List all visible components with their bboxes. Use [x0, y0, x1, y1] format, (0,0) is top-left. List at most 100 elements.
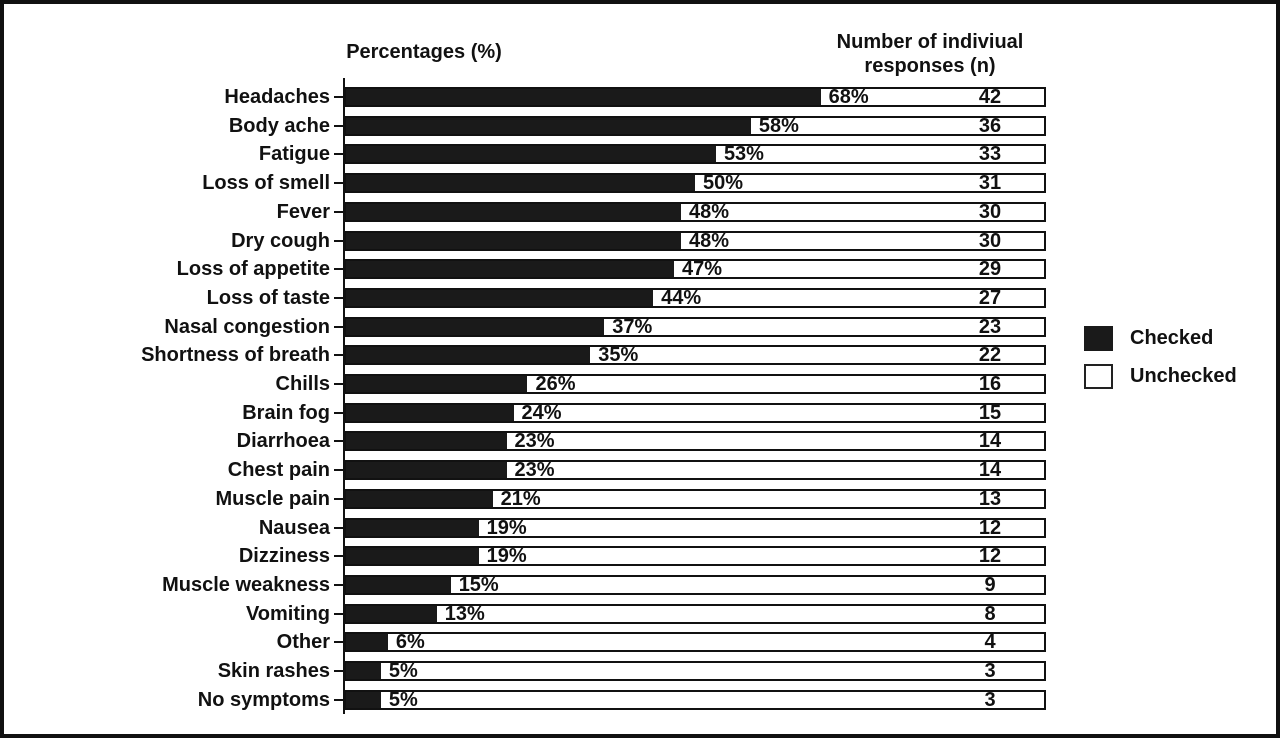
bar-row: Muscle pain 21% 13 [4, 487, 1276, 510]
legend: Checked Unchecked [1084, 326, 1237, 389]
percent-label: 58% [758, 114, 799, 137]
count-label: 12 [978, 545, 1002, 568]
percent-label: 21% [500, 487, 541, 510]
percent-label: 6% [395, 631, 425, 654]
percent-label: 19% [486, 545, 527, 568]
axis-tick [334, 440, 344, 443]
category-label: Shortness of breath [141, 344, 330, 367]
category-axis-line [343, 78, 345, 714]
axis-tick [334, 583, 344, 586]
bar-track-unchecked: 5% 3 [344, 660, 1046, 682]
category-label: Dry cough [231, 229, 330, 252]
axis-tick [334, 96, 344, 98]
bar-fill-checked [346, 462, 507, 479]
bar-fill-checked [346, 404, 514, 421]
bar-track-unchecked: 48% 30 [344, 200, 1046, 223]
bar-row: Loss of taste 44% 27 [4, 286, 1276, 309]
axis-tick [334, 268, 344, 271]
bar-row: Headaches 68% 42 [4, 86, 1276, 108]
category-label: Chills [275, 373, 330, 395]
count-axis-title-line1: Number of indiviual [836, 31, 1024, 53]
bar-track-unchecked: 15% 9 [344, 573, 1046, 596]
bar-row: Fatigue 53% 33 [4, 143, 1276, 166]
bar-track-unchecked: 58% 36 [344, 114, 1046, 137]
bar-row: Chills 26% 16 [4, 373, 1276, 395]
percent-label: 15% [458, 573, 499, 596]
legend-label-checked: Checked [1130, 327, 1214, 349]
bar-fill-checked [346, 89, 821, 105]
axis-tick [334, 296, 344, 299]
checked-swatch-icon [1084, 326, 1113, 351]
count-label: 36 [978, 114, 1002, 137]
bar-fill-checked [346, 203, 682, 220]
count-label: 42 [978, 86, 1002, 108]
bar-row: Loss of smell 50% 31 [4, 172, 1276, 195]
bar-track-unchecked: 19% 12 [344, 545, 1046, 568]
bar-fill-checked [346, 663, 381, 679]
percent-label: 53% [723, 143, 764, 166]
bar-row: Body ache 58% 36 [4, 114, 1276, 137]
percent-label: 19% [486, 516, 527, 539]
percent-label: 26% [535, 373, 576, 395]
count-label: 14 [978, 459, 1002, 482]
bar-fill-checked [346, 691, 381, 708]
legend-item-unchecked: Unchecked [1084, 364, 1237, 389]
percent-label: 23% [514, 430, 555, 453]
bar-track-unchecked: 47% 29 [344, 258, 1046, 281]
axis-tick [334, 210, 344, 213]
axis-tick [334, 670, 344, 672]
category-label: Headaches [224, 86, 330, 108]
bar-row: Loss of appetite 47% 29 [4, 258, 1276, 281]
category-label: Fever [276, 200, 330, 223]
legend-item-checked: Checked [1084, 326, 1237, 351]
bar-row: Shortness of breath 35% 22 [4, 344, 1276, 367]
bar-track-unchecked: 23% 14 [344, 430, 1046, 453]
count-label: 12 [978, 516, 1002, 539]
bar-row: Dizziness 19% 12 [4, 545, 1276, 568]
bar-fill-checked [346, 490, 493, 507]
axis-tick [334, 641, 344, 644]
axis-tick [334, 698, 344, 701]
bar-track-unchecked: 53% 33 [344, 143, 1046, 166]
axis-tick [334, 124, 344, 127]
percent-label: 47% [682, 258, 723, 281]
category-label: Loss of smell [202, 172, 330, 195]
percent-label: 24% [521, 401, 562, 424]
category-label: Loss of appetite [176, 258, 330, 281]
bar-track-unchecked: 21% 13 [344, 487, 1046, 510]
bar-fill-checked [346, 548, 479, 565]
category-label: Skin rashes [217, 660, 330, 682]
bar-track-unchecked: 48% 30 [344, 229, 1046, 252]
category-label: Nausea [258, 516, 330, 539]
bar-fill-checked [346, 146, 716, 163]
category-label: Dizziness [238, 545, 330, 568]
bar-row: Nausea 19% 12 [4, 516, 1276, 539]
percent-label: 68% [828, 86, 869, 108]
bar-track-unchecked: 6% 4 [344, 631, 1046, 654]
axis-tick [334, 612, 344, 615]
bar-track-unchecked: 26% 16 [344, 373, 1046, 395]
bar-row: Muscle weakness 15% 9 [4, 573, 1276, 596]
percent-label: 37% [612, 315, 653, 338]
count-label: 15 [978, 401, 1002, 424]
category-label: Loss of taste [206, 286, 330, 309]
count-label: 29 [978, 258, 1002, 281]
bar-track-unchecked: 13% 8 [344, 603, 1046, 625]
percent-label: 5% [388, 688, 418, 711]
count-label: 31 [978, 172, 1002, 195]
bar-fill-checked [346, 376, 528, 392]
bar-fill-checked [346, 605, 437, 622]
axis-tick [334, 411, 344, 414]
axis-tick [334, 354, 344, 357]
percent-label: 50% [703, 172, 744, 195]
axis-tick [334, 383, 344, 385]
bar-row: Fever 48% 30 [4, 200, 1276, 223]
bar-fill-checked [346, 289, 654, 306]
category-label: Vomiting [245, 602, 330, 625]
count-label: 30 [978, 200, 1002, 223]
bar-track-unchecked: 5% 3 [344, 688, 1046, 711]
axis-tick [334, 182, 344, 185]
percent-label: 48% [689, 229, 730, 252]
bar-fill-checked [346, 576, 451, 593]
bar-track-unchecked: 19% 12 [344, 516, 1046, 539]
